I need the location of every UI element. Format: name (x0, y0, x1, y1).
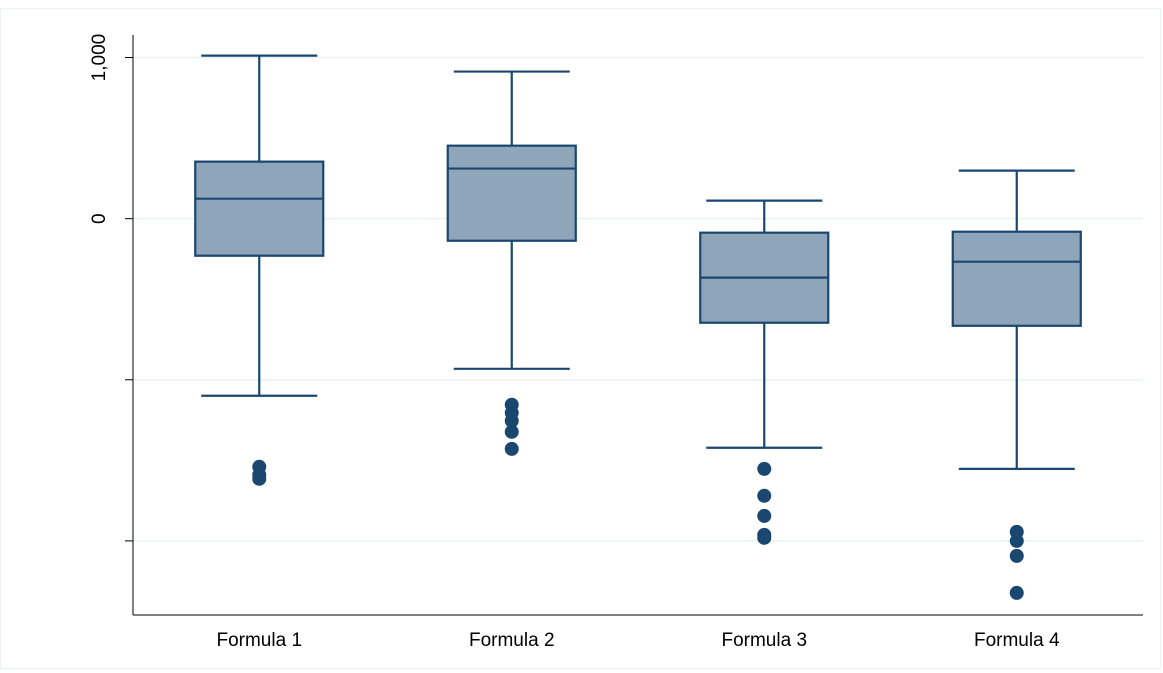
x-tick-label: Formula 1 (216, 630, 302, 651)
outlier (757, 461, 772, 476)
outlier (252, 471, 267, 486)
outlier (757, 488, 772, 503)
y-tick-label: 0 (89, 213, 110, 224)
x-tick-label: Formula 2 (469, 630, 555, 651)
outlier (504, 413, 519, 428)
box (446, 144, 577, 242)
x-tick-label: Formula 3 (721, 630, 807, 651)
outlier (1009, 548, 1024, 563)
outlier (1009, 585, 1024, 600)
chart-frame (0, 8, 1161, 669)
x-tick-label: Formula 4 (974, 630, 1060, 651)
outlier (1009, 533, 1024, 548)
outlier (504, 441, 519, 456)
outlier (757, 508, 772, 523)
box (194, 160, 325, 257)
y-tick-label: 1,000 (89, 34, 110, 82)
outlier (504, 424, 519, 439)
box (951, 230, 1082, 327)
outlier (757, 530, 772, 545)
